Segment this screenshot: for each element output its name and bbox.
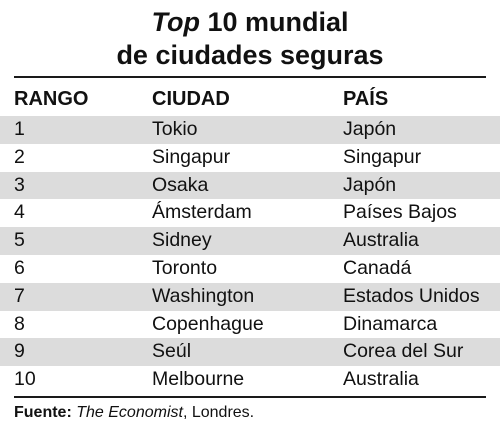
cell-rank: 3: [14, 173, 25, 196]
cell-city: Osaka: [152, 173, 209, 196]
table-header: RANGO CIUDAD PAÍS: [0, 88, 500, 114]
cell-country: Países Bajos: [343, 201, 457, 224]
cell-country: Singapur: [343, 145, 422, 168]
table-row: 6 Toronto Canadá: [0, 255, 500, 283]
source-rest: , Londres.: [182, 404, 255, 421]
title-line-2: de ciudades seguras: [116, 40, 384, 70]
table-row: 9 Seúl Corea del Sur: [0, 338, 500, 367]
cell-city: Tokio: [152, 118, 198, 140]
cell-city: Singapur: [152, 145, 231, 168]
cell-rank: 1: [14, 118, 25, 140]
cell-country: Dinamarca: [343, 312, 438, 335]
table-body: 1 Tokio Japón 2 Singapur Singapur 3 Osak…: [0, 116, 500, 394]
source-note: Fuente: The Economist, Londres.: [14, 402, 254, 424]
source-publication: The Economist: [76, 404, 183, 421]
cell-country: Canadá: [343, 256, 412, 279]
top-divider: [14, 76, 486, 78]
cell-city: Seúl: [152, 340, 192, 363]
cell-rank: 4: [14, 201, 25, 224]
table-row: 10 Melbourne Australia: [0, 366, 500, 394]
header-country: PAÍS: [343, 88, 389, 110]
cell-rank: 5: [14, 229, 25, 252]
cell-city: Copenhague: [152, 312, 264, 335]
cell-country: Australia: [343, 368, 419, 391]
cell-country: Japón: [343, 173, 397, 196]
cell-country: Corea del Sur: [343, 340, 464, 363]
cell-rank: 10: [14, 368, 36, 391]
title-line-1-rest: 10 mundial: [199, 7, 349, 37]
title-line-1: Top 10 mundial: [0, 6, 500, 39]
source-label: Fuente:: [14, 404, 72, 421]
cell-city: Toronto: [152, 256, 218, 279]
cell-country: Australia: [343, 229, 419, 252]
bottom-divider: [14, 396, 486, 398]
cell-rank: 2: [14, 145, 25, 168]
table-row: 7 Washington Estados Unidos: [0, 282, 500, 311]
cell-city: Melbourne: [152, 368, 245, 391]
page-title: Top 10 mundial de ciudades seguras: [0, 6, 500, 72]
cell-city: Sidney: [152, 229, 212, 252]
cell-city: Ámsterdam: [152, 201, 252, 224]
cell-rank: 6: [14, 256, 25, 279]
cell-country: Japón: [343, 118, 397, 140]
header-rank: RANGO: [14, 88, 89, 110]
cell-rank: 7: [14, 284, 25, 307]
table-row: 2 Singapur Singapur: [0, 144, 500, 172]
cell-rank: 9: [14, 340, 25, 363]
cell-city: Washington: [152, 284, 255, 307]
cell-country: Estados Unidos: [343, 284, 480, 307]
table-row: 1 Tokio Japón: [0, 116, 500, 144]
table-row: 3 Osaka Japón: [0, 171, 500, 200]
title-emphasis: Top: [151, 7, 200, 37]
table-row: 4 Ámsterdam Países Bajos: [0, 199, 500, 227]
table-row: 8 Copenhague Dinamarca: [0, 311, 500, 339]
cell-rank: 8: [14, 312, 25, 335]
header-city: CIUDAD: [152, 88, 230, 110]
table-row: 5 Sidney Australia: [0, 227, 500, 255]
